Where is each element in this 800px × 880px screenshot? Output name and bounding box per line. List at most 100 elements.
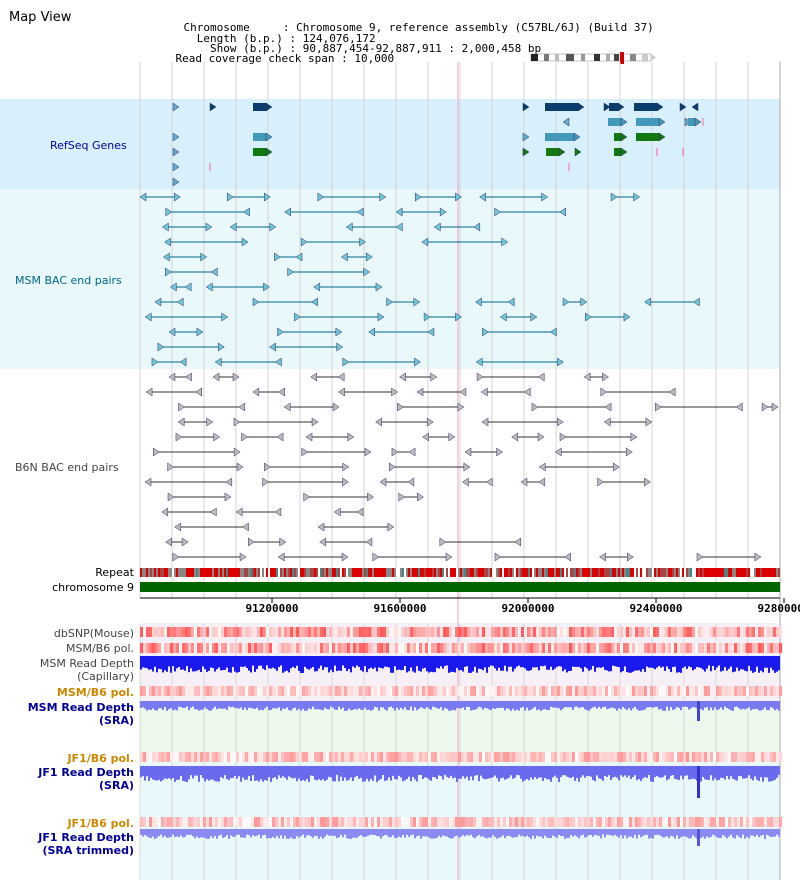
depth-bar: [188, 766, 190, 780]
depth-bar: [632, 829, 634, 838]
heat-cell: [479, 752, 482, 762]
depth-bar: [674, 766, 676, 779]
heat-cell: [140, 643, 143, 653]
heat-cell: [146, 686, 149, 696]
depth-bar: [374, 701, 376, 707]
depth-bar: [336, 766, 338, 775]
depth-bar: [252, 766, 254, 776]
depth-bar: [222, 766, 224, 779]
heat-cell: [227, 627, 230, 637]
heat-cell: [626, 817, 629, 827]
depth-bar: [232, 829, 234, 837]
msm-bac-end: [154, 297, 162, 307]
heat-cell: [650, 752, 653, 762]
heat-cell: [182, 627, 185, 637]
depth-bar: [152, 829, 154, 837]
depth-bar: [572, 656, 574, 667]
repeat-segment: [692, 568, 694, 577]
heat-cell: [773, 627, 776, 637]
b6n-bac-end: [235, 507, 243, 517]
depth-bar: [418, 701, 420, 709]
heat-cell: [761, 686, 764, 696]
heat-cell: [704, 643, 707, 653]
depth-bar: [568, 656, 570, 672]
depth-bar: [248, 829, 250, 836]
depth-bar: [608, 701, 610, 709]
heat-cell: [566, 686, 569, 696]
depth-bar: [702, 829, 704, 837]
heat-cell: [572, 643, 575, 653]
heat-cell: [218, 686, 221, 696]
depth-bar: [680, 766, 682, 776]
heat-cell: [710, 643, 713, 653]
depth-bar: [326, 766, 328, 780]
depth-bar: [590, 701, 592, 709]
msm-bac-end: [217, 342, 225, 352]
depth-bar: [656, 701, 658, 707]
depth-bar: [532, 766, 534, 780]
repeat-segment: [382, 568, 384, 577]
depth-bar: [764, 766, 766, 778]
depth-bar: [430, 656, 432, 672]
heat-cell: [578, 643, 581, 653]
heat-cell: [740, 817, 743, 827]
repeat-segment: [188, 568, 190, 577]
depth-bar: [484, 701, 486, 708]
msm-bac-end: [386, 297, 394, 307]
depth-bar: [352, 829, 354, 838]
depth-bar: [276, 656, 278, 671]
heat-cell: [335, 817, 338, 827]
depth-bar: [186, 701, 188, 707]
heat-cell: [245, 752, 248, 762]
repeat-segment: [622, 568, 624, 577]
depth-bar: [252, 656, 254, 666]
depth-bar: [356, 656, 358, 666]
depth-bar: [514, 829, 516, 838]
heat-cell: [761, 643, 764, 653]
depth-bar: [618, 701, 620, 709]
heat-cell: [704, 817, 707, 827]
depth-bar: [232, 656, 234, 667]
depth-bar: [180, 656, 182, 670]
depth-bar: [692, 829, 694, 836]
heat-cell: [500, 686, 503, 696]
heat-cell: [485, 752, 488, 762]
depth-bar: [778, 656, 780, 671]
depth-bar: [422, 829, 424, 837]
chromosome-ideogram[interactable]: [528, 51, 658, 65]
depth-bar: [266, 701, 268, 707]
heat-cell: [737, 752, 740, 762]
depth-bar: [440, 656, 442, 667]
depth-bar: [756, 701, 758, 709]
depth-bar: [346, 701, 348, 711]
msm-bac-end: [165, 267, 172, 277]
depth-bar: [416, 766, 418, 782]
msm-bac-end: [144, 312, 152, 322]
repeat-segment: [506, 568, 508, 577]
depth-bar: [322, 656, 324, 670]
depth-bar: [332, 656, 334, 673]
heat-cell: [503, 752, 506, 762]
heat-cell: [590, 752, 593, 762]
depth-bar: [658, 829, 660, 835]
heat-cell: [533, 817, 536, 827]
msm-bac-end: [559, 207, 566, 217]
heat-cell: [167, 817, 170, 827]
msm-bac-end: [345, 222, 353, 232]
heat-cell: [590, 627, 593, 637]
gene-strand-arrow: [265, 132, 273, 142]
depth-bar: [636, 656, 638, 671]
msm-bac-end: [610, 192, 618, 202]
b6n-bac-end: [520, 477, 528, 487]
depth-bar: [216, 829, 218, 839]
repeat-segment: [728, 568, 730, 577]
repeat-segment: [544, 568, 546, 577]
repeat-segment: [446, 568, 448, 577]
heat-cell: [497, 643, 500, 653]
depth-bar: [742, 656, 744, 670]
heat-cell: [158, 643, 161, 653]
b6n-bac-end: [365, 537, 373, 547]
depth-bar: [568, 829, 570, 838]
heat-cell: [341, 643, 344, 653]
